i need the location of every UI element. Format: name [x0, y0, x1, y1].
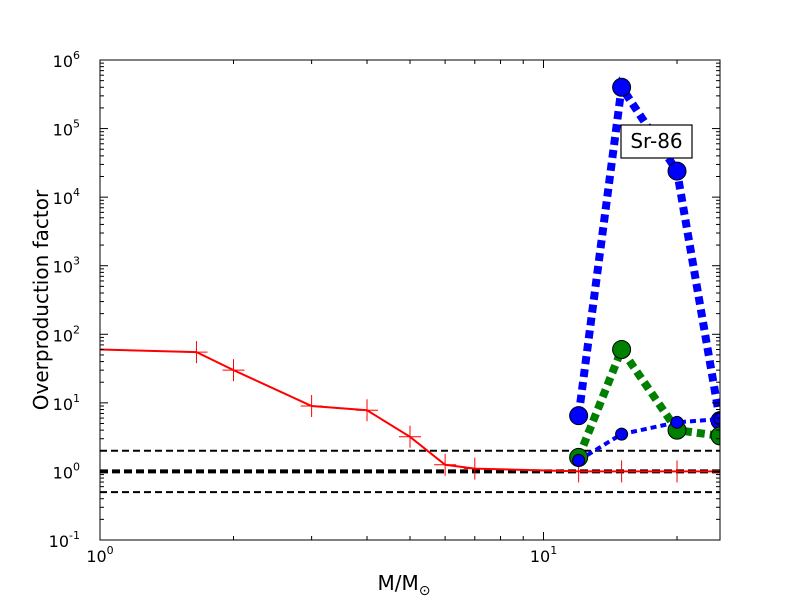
series-4-line — [577, 417, 720, 463]
series-4-point-2 — [615, 427, 629, 441]
series-1-point-8 — [463, 457, 486, 480]
series-4-point-4 — [713, 412, 720, 426]
y-tick-label-3: 101 — [53, 392, 80, 414]
series-1-point-3 — [222, 359, 245, 382]
series-1-point-5 — [356, 399, 379, 422]
series-1-point-11 — [666, 460, 689, 483]
series-4 — [572, 412, 720, 467]
series-1-point-6 — [399, 425, 421, 448]
series-4-point-1 — [572, 453, 586, 467]
series-1-point-10 — [610, 460, 633, 483]
series-2-point-3 — [667, 161, 687, 181]
plot-frame — [99, 59, 721, 541]
series-1-point-1 — [100, 338, 111, 361]
series-2-point-2 — [612, 77, 632, 97]
x-axis-label-main: M/M — [378, 571, 419, 595]
y-tick-label-7: 105 — [53, 118, 80, 140]
axis-ticks: 10-1 100 101 102 103 104 105 106 100 101 — [49, 49, 720, 566]
x-axis-label-sub: ⊙ — [419, 583, 431, 599]
y-tick-label-2: 100 — [53, 460, 80, 482]
series-3-point-2 — [612, 339, 632, 359]
series-1-point-7 — [434, 453, 457, 476]
x-tick-label-1: 100 — [86, 544, 113, 566]
x-tick-label-2: 101 — [530, 544, 557, 566]
series-2-point-1 — [569, 406, 589, 426]
series-3-line — [574, 341, 720, 459]
annotation-box: Sr-86 — [620, 124, 693, 159]
y-axis-label: Overproduction factor — [29, 189, 53, 410]
series-4-point-3 — [670, 415, 684, 429]
y-tick-label-6: 104 — [53, 186, 80, 208]
y-tick-label-4: 102 — [53, 323, 80, 345]
annotation-label: Sr-86 — [630, 129, 682, 153]
y-tick-label-8: 106 — [53, 49, 80, 71]
series-1 — [100, 338, 720, 483]
series-1-point-2 — [185, 341, 208, 364]
x-axis-label: M/M⊙ — [378, 571, 431, 599]
series-3-point-4 — [710, 426, 720, 446]
y-tick-label-1: 10-1 — [49, 529, 80, 551]
y-tick-label-5: 103 — [53, 255, 80, 277]
series-1-point-4 — [300, 394, 323, 417]
